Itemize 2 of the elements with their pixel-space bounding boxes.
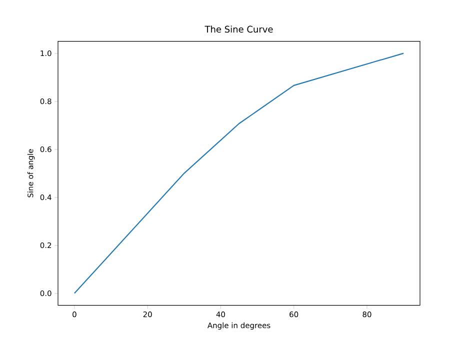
- line-series: [74, 52, 404, 294]
- chart-title: The Sine Curve: [204, 26, 273, 33]
